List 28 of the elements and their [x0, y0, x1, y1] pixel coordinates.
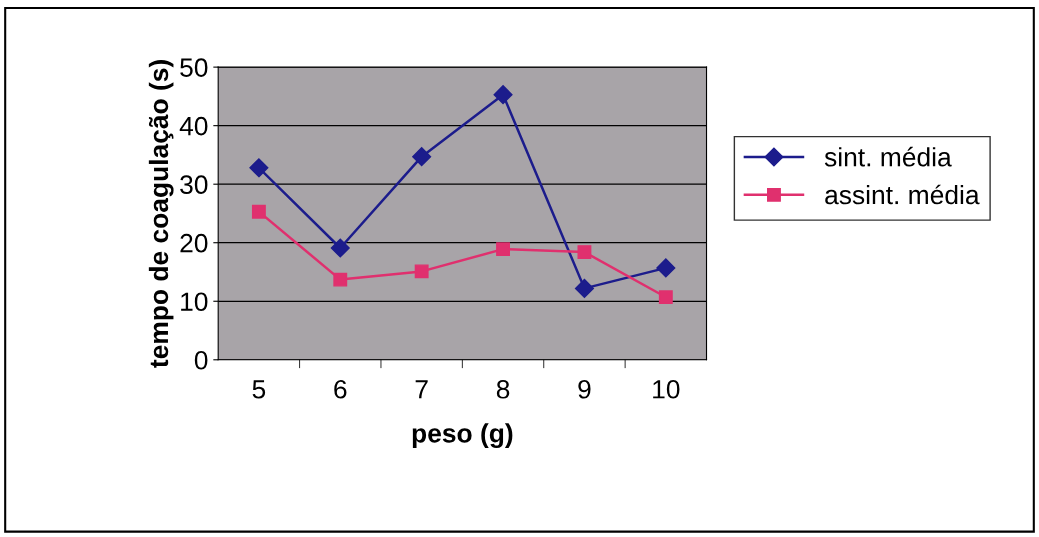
legend-label: assint. média: [825, 184, 980, 205]
point: [656, 258, 676, 278]
point: [333, 272, 348, 287]
point: [658, 290, 673, 305]
point: [493, 85, 513, 105]
y-tick-label: 0: [194, 350, 208, 370]
point: [574, 278, 594, 298]
x-tick-label: 8: [496, 379, 510, 399]
x-tick-label: 10: [653, 379, 680, 399]
point: [249, 158, 269, 178]
y-tick-label: 20: [180, 233, 208, 253]
x-tick-label: 5: [252, 380, 266, 399]
x-tick-label: 9: [578, 379, 591, 399]
y-axis-title: tempo de coagulação (s): [148, 60, 174, 368]
point: [577, 245, 592, 260]
x-tick-label: 7: [415, 380, 428, 399]
x-tick-label: 6: [334, 379, 347, 399]
x-axis-title: peso (g): [412, 423, 513, 448]
point: [412, 147, 432, 167]
point: [414, 264, 429, 279]
y-tick-label: 40: [179, 116, 208, 136]
y-tick-label: 50: [180, 58, 208, 77]
point: [251, 204, 266, 219]
point: [330, 238, 350, 258]
point: [496, 242, 510, 257]
y-tick-label: 30: [180, 175, 208, 195]
y-tick-label: 10: [181, 292, 208, 312]
legend-label: sint. média: [824, 146, 952, 167]
